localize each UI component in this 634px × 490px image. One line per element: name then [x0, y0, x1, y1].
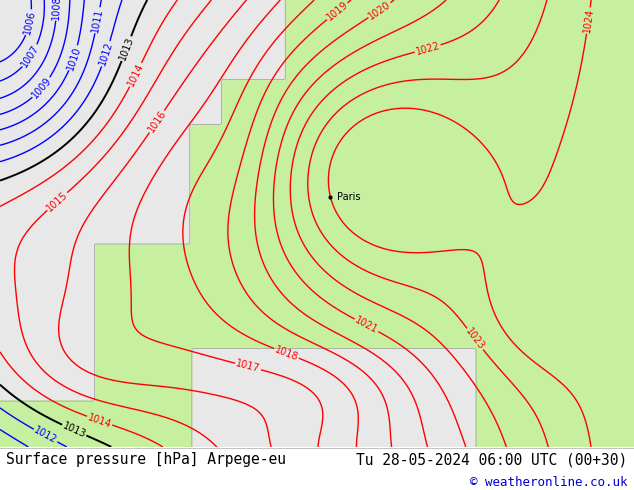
Text: 1013: 1013: [117, 35, 136, 62]
Text: 1012: 1012: [32, 425, 59, 446]
Text: 1008: 1008: [51, 0, 62, 20]
Text: 1007: 1007: [20, 43, 42, 69]
Text: Tu 28-05-2024 06:00 UTC (00+30): Tu 28-05-2024 06:00 UTC (00+30): [356, 452, 628, 467]
Text: 1024: 1024: [582, 8, 595, 33]
Text: 1010: 1010: [65, 45, 82, 71]
Text: 1020: 1020: [366, 0, 392, 21]
Text: 1017: 1017: [235, 359, 261, 374]
Text: 1019: 1019: [325, 0, 350, 23]
Text: 1018: 1018: [273, 344, 300, 363]
Text: Paris: Paris: [337, 192, 361, 201]
Text: 1022: 1022: [415, 41, 441, 57]
Text: 1009: 1009: [30, 75, 54, 100]
Text: 1023: 1023: [463, 326, 486, 352]
Text: 1016: 1016: [146, 109, 168, 135]
Text: 1013: 1013: [61, 420, 87, 440]
Text: 1006: 1006: [22, 9, 37, 35]
Text: © weatheronline.co.uk: © weatheronline.co.uk: [470, 476, 628, 489]
Text: 1011: 1011: [90, 7, 105, 33]
Text: 1012: 1012: [98, 41, 115, 67]
Text: 1014: 1014: [126, 62, 146, 88]
Text: 1014: 1014: [86, 412, 113, 430]
Text: 1021: 1021: [353, 315, 380, 336]
Text: Surface pressure [hPa] Arpege-eu: Surface pressure [hPa] Arpege-eu: [6, 452, 287, 467]
Text: 1015: 1015: [45, 190, 70, 213]
